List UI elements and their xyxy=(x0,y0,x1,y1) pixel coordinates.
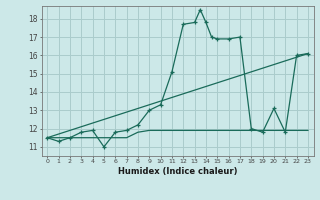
X-axis label: Humidex (Indice chaleur): Humidex (Indice chaleur) xyxy=(118,167,237,176)
